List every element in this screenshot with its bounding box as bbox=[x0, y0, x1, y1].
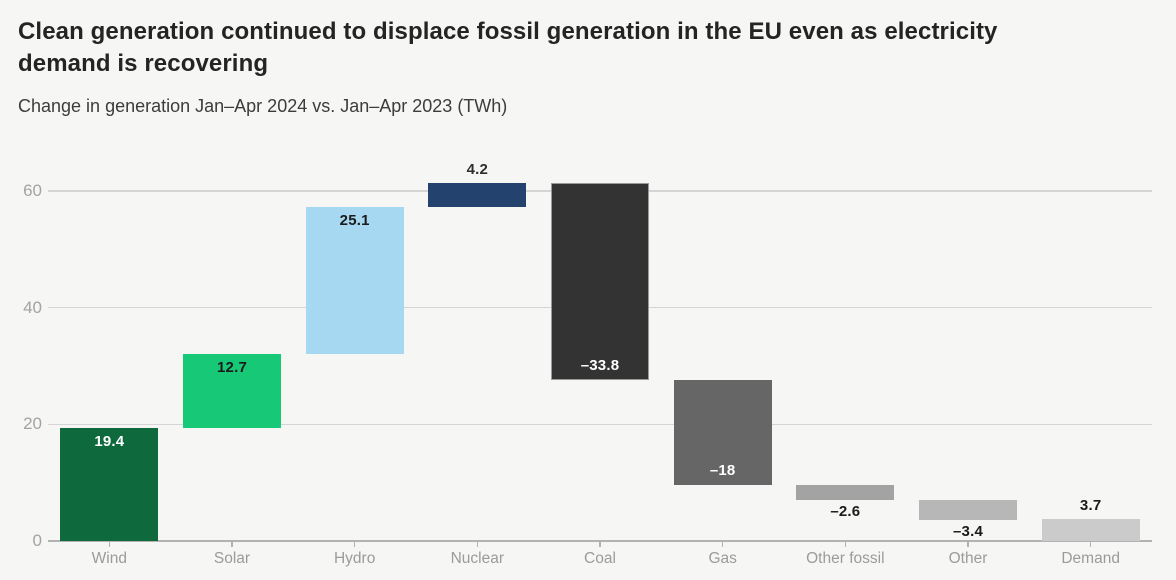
x-axis-category-label: Solar bbox=[213, 550, 251, 567]
x-axis-tick bbox=[476, 542, 479, 547]
chart-subtitle: Change in generation Jan–Apr 2024 vs. Ja… bbox=[18, 96, 508, 116]
gridline bbox=[48, 423, 1152, 426]
bar-solar bbox=[183, 353, 281, 428]
y-axis-tick-label: 20 bbox=[23, 414, 42, 434]
x-axis-category-label: Demand bbox=[1061, 550, 1120, 567]
bar-value-label: 12.7 bbox=[217, 358, 247, 376]
chart-title: Clean generation continued to displace f… bbox=[18, 18, 998, 77]
y-axis-tick-label: 60 bbox=[23, 181, 42, 200]
bar-value-label: –33.8 bbox=[580, 357, 620, 374]
x-axis-tick bbox=[599, 542, 601, 547]
x-axis-category-label: Other bbox=[948, 550, 988, 567]
bar-wind bbox=[60, 427, 159, 541]
bar-value-label: –18 bbox=[709, 462, 736, 479]
bar-gas bbox=[673, 380, 772, 485]
bar-other-fossil bbox=[796, 485, 895, 501]
x-axis-tick bbox=[231, 542, 233, 547]
bar-value-label: 4.2 bbox=[466, 160, 489, 178]
x-axis-category-label: Wind bbox=[91, 550, 127, 567]
x-axis-category-label: Nuclear bbox=[450, 550, 505, 567]
x-axis-category-label: Gas bbox=[708, 550, 737, 567]
x-axis-tick bbox=[844, 542, 847, 547]
bar-coal bbox=[551, 182, 649, 380]
bar-demand bbox=[1041, 519, 1140, 541]
x-axis-tick bbox=[721, 542, 724, 547]
bar-value-label: –3.4 bbox=[953, 523, 983, 540]
x-axis-line bbox=[48, 540, 1152, 542]
bar-value-label: 25.1 bbox=[339, 212, 370, 230]
y-axis-tick-label: 40 bbox=[23, 297, 42, 317]
bar-other bbox=[919, 500, 1017, 520]
x-axis-tick bbox=[353, 542, 356, 547]
x-axis-category-label: Other fossil bbox=[806, 550, 885, 567]
bar-hydro bbox=[305, 207, 404, 354]
bar-value-label: 3.7 bbox=[1079, 497, 1102, 515]
x-axis-tick bbox=[108, 542, 111, 547]
bar-value-label: 19.4 bbox=[94, 432, 125, 450]
x-axis-tick bbox=[1089, 542, 1092, 547]
bar-value-label: –2.6 bbox=[830, 503, 861, 521]
bar-nuclear bbox=[428, 182, 527, 208]
x-axis-tick bbox=[967, 542, 969, 547]
x-axis-category-label: Coal bbox=[584, 550, 616, 567]
y-axis-tick-label: 0 bbox=[32, 531, 42, 550]
x-axis-category-label: Hydro bbox=[333, 550, 376, 567]
